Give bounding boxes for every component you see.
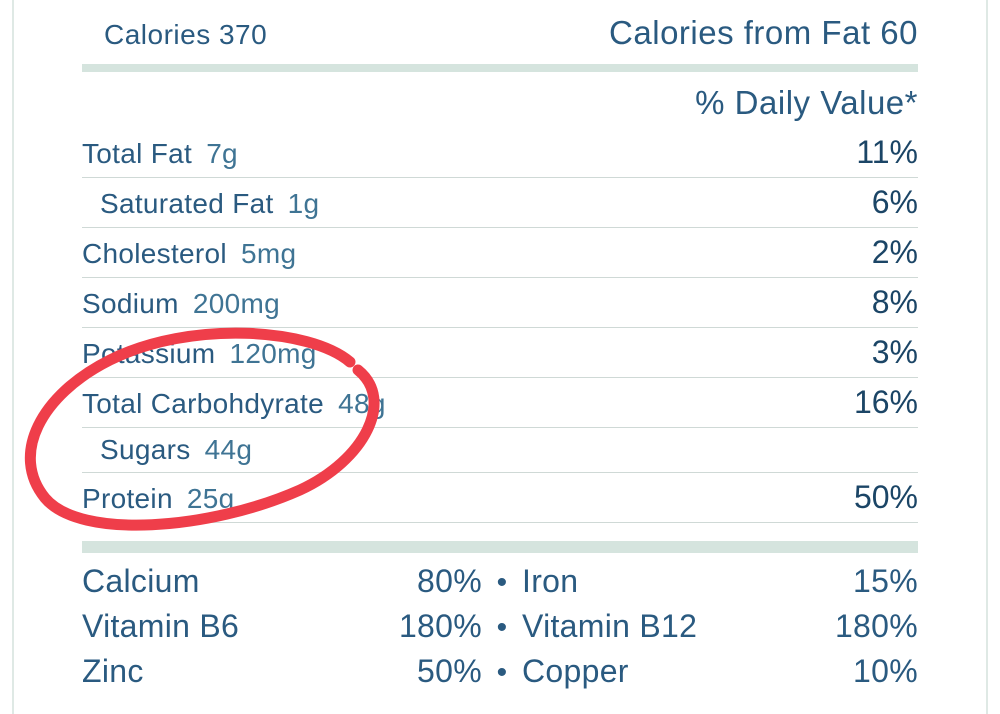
nutrient-label: Total Fat 7g xyxy=(82,138,238,170)
nutrient-amount: 44g xyxy=(205,434,253,465)
nutrient-label: Sodium 200mg xyxy=(82,288,280,320)
nutrient-row: Potassium 120mg 3% xyxy=(82,328,918,378)
nutrient-label: Saturated Fat 1g xyxy=(82,188,319,220)
vitamin-row: Vitamin B6180%•Vitamin B12180% xyxy=(82,604,918,649)
vitamin-name: Vitamin B6 xyxy=(82,608,342,645)
calories-value: 370 xyxy=(219,19,267,50)
vitamins-list: Calcium80%•Iron15%Vitamin B6180%•Vitamin… xyxy=(82,559,918,694)
nutrient-row: Saturated Fat 1g 6% xyxy=(82,178,918,228)
vitamin-name: Iron xyxy=(522,563,752,600)
nutrient-name: Sugars xyxy=(100,434,191,465)
bullet-separator-icon: • xyxy=(482,656,522,690)
divider-bar-vitamins xyxy=(82,541,918,553)
nutrient-dv: 50% xyxy=(854,479,918,516)
vitamin-name: Vitamin B12 xyxy=(522,608,752,645)
vitamin-value: 80% xyxy=(342,563,482,600)
nutrient-amount: 120mg xyxy=(230,338,317,369)
calories-from-fat: Calories from Fat 60 xyxy=(609,14,918,52)
nutrient-dv: 2% xyxy=(872,234,918,271)
nutrient-row: Total Fat 7g 11% xyxy=(82,128,918,178)
nutrient-dv: 16% xyxy=(854,384,918,421)
nutrient-label: Potassium 120mg xyxy=(82,338,317,370)
nutrient-label: Cholesterol 5mg xyxy=(82,238,296,270)
vitamin-row: Calcium80%•Iron15% xyxy=(82,559,918,604)
vitamin-value: 10% xyxy=(752,653,918,690)
nutrient-row: Total Carbohdyrate 48g 16% xyxy=(82,378,918,428)
calories-from-fat-label: Calories from Fat xyxy=(609,14,871,51)
nutrient-dv: 3% xyxy=(872,334,918,371)
vitamin-value: 15% xyxy=(752,563,918,600)
vitamin-name: Copper xyxy=(522,653,752,690)
nutrient-amount: 7g xyxy=(206,138,238,169)
vitamin-name: Calcium xyxy=(82,563,342,600)
nutrient-label: Total Carbohdyrate 48g xyxy=(82,388,386,420)
vitamin-value: 180% xyxy=(752,608,918,645)
nutrient-amount: 5mg xyxy=(241,238,296,269)
calories-label: Calories xyxy=(104,19,211,50)
nutrient-dv: 8% xyxy=(872,284,918,321)
nutrient-row: Sodium 200mg 8% xyxy=(82,278,918,328)
nutrient-name: Protein xyxy=(82,483,173,514)
nutrient-name: Sodium xyxy=(82,288,179,319)
nutrient-name: Total Carbohdyrate xyxy=(82,388,324,419)
nutrient-row: Protein 25g 50% xyxy=(82,473,918,523)
daily-value-header: % Daily Value* xyxy=(82,76,918,128)
nutrient-amount: 48g xyxy=(338,388,386,419)
vitamin-value: 180% xyxy=(342,608,482,645)
nutrient-name: Saturated Fat xyxy=(100,188,274,219)
nutrient-amount: 1g xyxy=(288,188,320,219)
nutrient-dv: 11% xyxy=(856,134,918,171)
nutrient-amount: 200mg xyxy=(193,288,280,319)
vitamin-row: Zinc50%•Copper10% xyxy=(82,649,918,694)
nutrients-list: Total Fat 7g 11% Saturated Fat 1g 6% Cholest… xyxy=(82,128,918,523)
nutrient-name: Cholesterol xyxy=(82,238,227,269)
bullet-separator-icon: • xyxy=(482,611,522,645)
nutrient-name: Potassium xyxy=(82,338,215,369)
nutrient-label: Protein 25g xyxy=(82,483,235,515)
calories-from-fat-value: 60 xyxy=(880,14,918,51)
vitamin-name: Zinc xyxy=(82,653,342,690)
divider-bar-top xyxy=(82,64,918,72)
nutrient-dv: 6% xyxy=(872,184,918,221)
nutrient-row: Cholesterol 5mg 2% xyxy=(82,228,918,278)
calories-left: Calories 370 xyxy=(104,19,267,51)
bullet-separator-icon: • xyxy=(482,566,522,600)
nutrient-name: Total Fat xyxy=(82,138,192,169)
vitamin-value: 50% xyxy=(342,653,482,690)
nutrient-row: Sugars 44g xyxy=(82,428,918,473)
nutrition-facts-panel: Calories 370 Calories from Fat 60 % Dail… xyxy=(12,0,988,714)
calories-row: Calories 370 Calories from Fat 60 xyxy=(82,0,918,62)
nutrient-amount: 25g xyxy=(187,483,235,514)
nutrient-label: Sugars 44g xyxy=(82,434,252,466)
